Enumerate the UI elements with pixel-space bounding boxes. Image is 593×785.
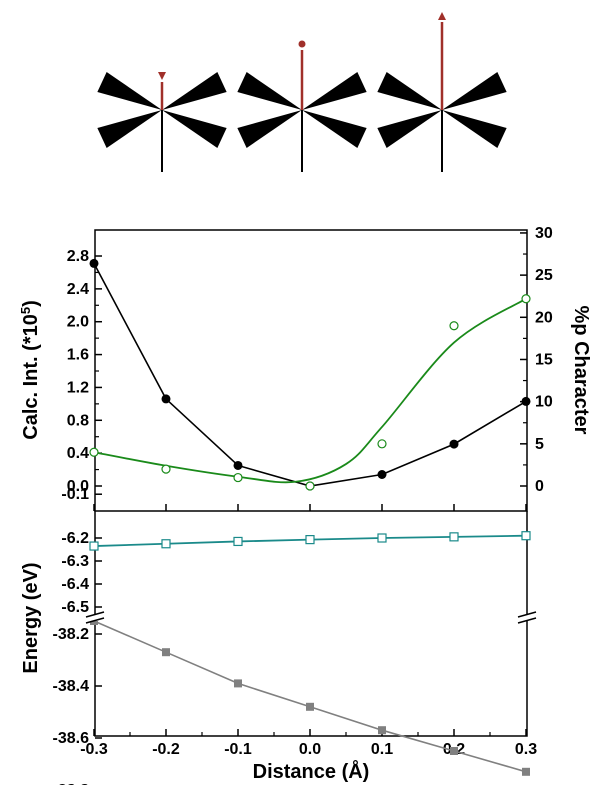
geometry-icons — [97, 12, 507, 172]
calc-int-point — [233, 460, 243, 470]
x-tick-label: -0.1 — [224, 741, 252, 758]
upper-tick-label: -6.5 — [61, 599, 89, 616]
p-character-point — [449, 321, 459, 331]
ligand-wedge-icon — [97, 110, 162, 148]
p-character-point — [89, 447, 99, 457]
bottom-axis-title: Energy (eV) — [20, 562, 42, 673]
right-tick-label: 15 — [535, 351, 553, 368]
upper-energy-point — [89, 541, 99, 551]
geometry-icon-2 — [237, 40, 367, 172]
ligand-wedge-icon — [442, 72, 507, 110]
geometry-icon-3 — [377, 12, 507, 172]
ligand-wedge-icon — [97, 72, 162, 110]
axis-break-left-icon — [85, 611, 105, 624]
bottom-panel-series — [89, 531, 531, 776]
x-tick-label: 0.0 — [299, 741, 321, 758]
upper-tick-label: -6.2 — [61, 530, 89, 547]
x-axis-title: Distance (Å) — [253, 759, 370, 783]
left-tick-label: 1.6 — [67, 347, 89, 364]
right-tick-label: 10 — [535, 394, 553, 411]
right-tick-label: 5 — [535, 436, 544, 453]
left-tick-label: 2.4 — [67, 281, 89, 298]
triangle-up-icon — [438, 12, 446, 20]
ligand-wedge-icon — [377, 110, 442, 148]
upper-energy-point — [377, 533, 387, 543]
upper-energy-point — [305, 535, 315, 545]
upper-tick-label: -6.4 — [61, 576, 89, 593]
calc-int-point — [521, 396, 531, 406]
left-tick-label: -0.1 — [61, 486, 89, 503]
x-tick-label: 0.1 — [371, 741, 393, 758]
ligand-wedge-icon — [302, 72, 367, 110]
triangle-down-icon — [158, 72, 166, 80]
bottom-panel: -6.2 -6.3 -6.4 -6.5 -38.2 -38.4 -38.6 -38.8 -0.3… — [20, 511, 537, 785]
right-tick-label: 30 — [535, 225, 553, 242]
lower-energy-point — [306, 702, 314, 711]
top-panel: -0.10.0 0.4 0.8 1.2 1.6 2.0 2.4 2.8 0 5 10 15 20 25 30… — [18, 225, 592, 512]
left-tick-label: 2.0 — [67, 314, 89, 331]
upper-energy-point — [449, 532, 459, 542]
top-left-axis-title-close: ) — [20, 300, 42, 307]
top-panel-ticks: -0.10.0 0.4 0.8 1.2 1.6 2.0 2.4 2.8 0 5 10 15 20 25 30 — [61, 225, 553, 511]
left-tick-label: 2.8 — [67, 248, 89, 265]
p-character-point — [161, 464, 171, 474]
upper-energy-point — [161, 539, 171, 549]
top-plot-frame — [94, 229, 528, 512]
lower-energy-point — [378, 726, 386, 735]
upper-energy-point — [233, 536, 243, 547]
lower-energy-point — [450, 747, 458, 755]
right-tick-label: 25 — [535, 267, 553, 284]
p-character-fit-curve — [93, 297, 527, 484]
lower-tick-label: -38.6 — [53, 730, 90, 747]
upper-tick-label: -6.3 — [61, 553, 89, 570]
ligand-wedge-icon — [442, 110, 507, 148]
ligand-wedge-icon — [237, 72, 302, 110]
left-tick-label: 1.2 — [67, 379, 89, 396]
bottom-panel-ticks: -6.2 -6.3 -6.4 -6.5 -38.2 -38.4 -38.6 -38.8 -0.3… — [53, 530, 538, 785]
lower-energy-point — [522, 767, 530, 776]
top-panel-series — [89, 258, 531, 491]
p-character-point — [377, 439, 387, 449]
circle-icon — [298, 40, 306, 48]
left-tick-label: 0.4 — [67, 445, 89, 462]
ligand-wedge-icon — [377, 72, 442, 110]
top-left-axis-title-exponent: 5 — [18, 307, 33, 314]
left-tick-label: 0.8 — [67, 412, 89, 429]
calc-int-line — [93, 263, 527, 487]
p-character-point — [521, 294, 531, 304]
lower-tick-label: -38.8 — [53, 782, 90, 785]
right-tick-label: 0 — [535, 478, 544, 495]
axis-break-right-icon — [517, 611, 537, 624]
ligand-wedge-icon — [162, 72, 227, 110]
left-tick-label: 0.0 — [67, 478, 89, 495]
x-tick-label: -0.2 — [152, 741, 180, 758]
lower-tick-label: -38.2 — [53, 626, 90, 643]
right-tick-label: 20 — [535, 309, 553, 326]
x-tick-label: 0.3 — [515, 741, 537, 758]
lower-energy-point — [234, 679, 242, 688]
calc-int-point — [161, 394, 171, 404]
geometry-icon-1 — [97, 72, 227, 172]
calc-int-point — [89, 258, 99, 268]
ligand-wedge-icon — [237, 110, 302, 148]
ligand-wedge-icon — [302, 110, 367, 148]
lower-tick-label: -38.4 — [53, 678, 90, 695]
lower-energy-point — [162, 648, 170, 657]
calc-int-point — [449, 439, 459, 449]
top-right-axis-title: %p Character — [570, 306, 592, 435]
calc-int-point — [377, 470, 387, 480]
ligand-wedge-icon — [162, 110, 227, 148]
p-character-point — [305, 481, 315, 491]
top-left-axis-title-main: Calc. Int. (*10 — [20, 314, 42, 440]
top-left-axis-title: Calc. Int. (*105) — [18, 300, 43, 440]
x-tick-label: -0.3 — [80, 741, 108, 758]
p-character-point — [233, 472, 243, 483]
upper-energy-point — [521, 531, 531, 541]
